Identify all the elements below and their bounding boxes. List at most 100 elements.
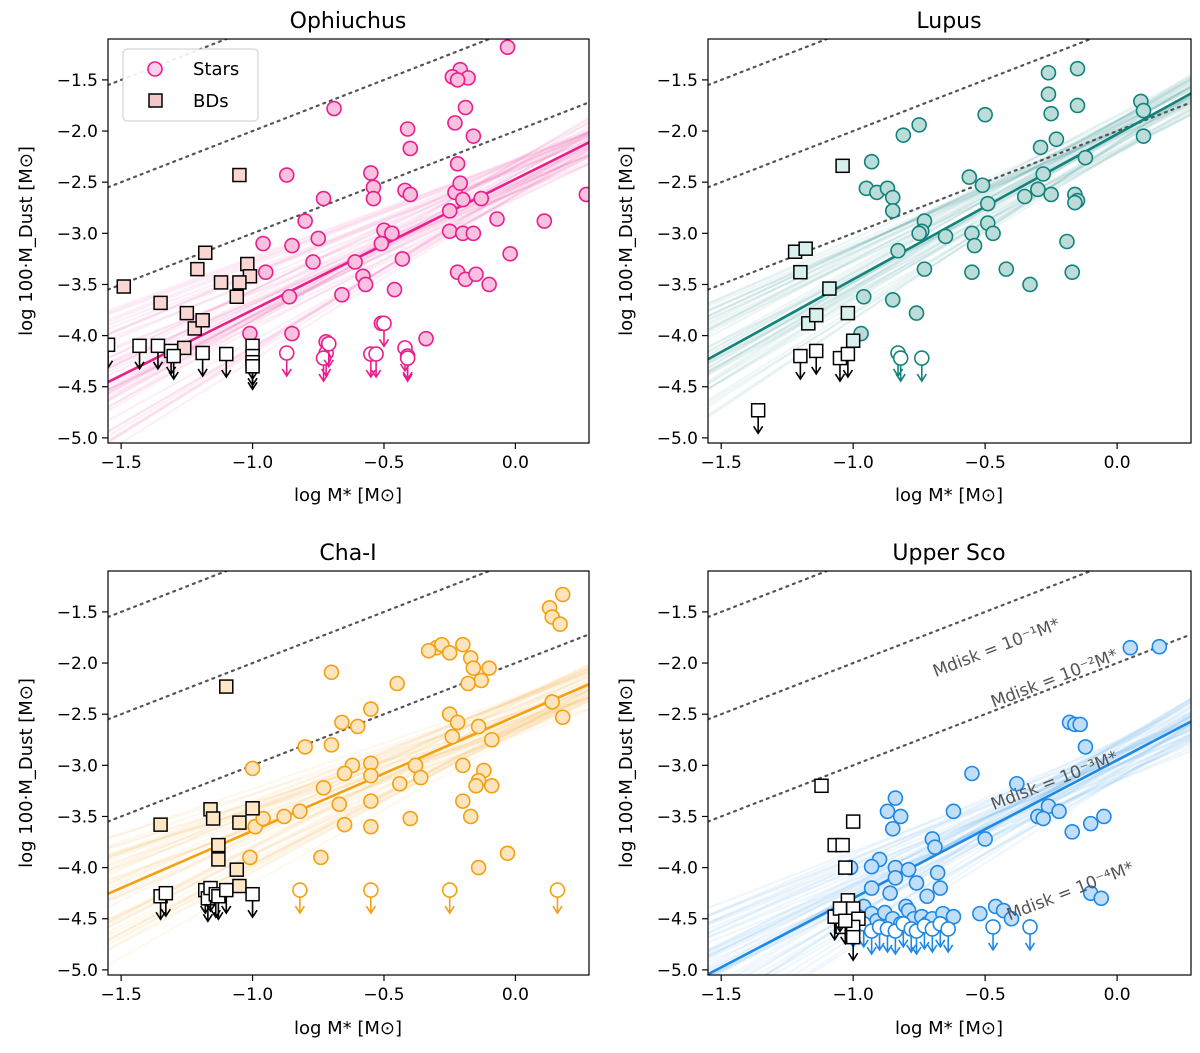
- fit-sample-line: [108, 132, 589, 314]
- fit-sample-line: [708, 113, 1191, 376]
- fit-sample-line: [708, 714, 1191, 958]
- fit-sample-line: [108, 689, 589, 942]
- star-point: [334, 286, 350, 303]
- star-point: [1048, 131, 1065, 148]
- fit-sample-line: [708, 723, 1191, 917]
- y-tick-label: −4.5: [657, 910, 698, 930]
- upper-limit-arrow: [402, 365, 413, 383]
- star-point: [916, 261, 933, 277]
- star-point: [1135, 102, 1152, 119]
- fit-sample-line: [708, 78, 1191, 353]
- fit-sample-line: [108, 140, 589, 326]
- star-point: [979, 195, 996, 212]
- y-axis-label: log 100·M_Dust [M⊙]: [616, 146, 637, 336]
- star-upper-limit: [441, 882, 458, 898]
- fit-sample-line: [708, 729, 1191, 961]
- bd-point: [211, 852, 226, 867]
- star-point: [1151, 638, 1168, 655]
- axes-frame: [107, 38, 590, 444]
- x-tick-label: −0.5: [363, 985, 404, 1005]
- star-point: [470, 859, 487, 876]
- upper-limit-arrow: [323, 350, 334, 369]
- star-point: [1043, 105, 1059, 122]
- fit-sample-line: [708, 698, 1191, 975]
- bd-point: [153, 295, 168, 311]
- y-tick-label: −3.5: [57, 807, 98, 827]
- fit-sample-line: [714, 726, 1191, 975]
- plot-area: [708, 39, 1191, 435]
- star-point: [323, 664, 340, 681]
- x-tick-label: −1.0: [232, 453, 273, 473]
- star-point: [349, 718, 366, 735]
- star-point: [449, 714, 466, 731]
- star-point: [1082, 815, 1099, 832]
- star-point: [974, 177, 991, 194]
- upper-limit-arrow: [221, 897, 232, 915]
- star-upper-limit: [985, 919, 1001, 935]
- fit-sample-line: [108, 131, 589, 312]
- y-tick-label: −4.0: [657, 327, 698, 347]
- star-point: [402, 810, 419, 827]
- reference-line-label: Mdisk = 10⁻²M*: [988, 645, 1121, 712]
- panel-cha-i: Cha-I −1.5 −1.0 −0.5 0.0 −5.0 −4.5 −4.0 −3.5 −3.…: [16, 541, 590, 1039]
- star-point: [1059, 233, 1075, 250]
- fit-sample-line: [708, 73, 1191, 383]
- star-upper-limit: [892, 350, 909, 366]
- bd-point: [840, 305, 856, 321]
- star-point: [998, 261, 1015, 277]
- star-upper-limit: [399, 350, 416, 366]
- star-point: [919, 888, 935, 905]
- star-point: [363, 793, 379, 809]
- star-point: [473, 190, 490, 207]
- plot-area: [108, 39, 589, 443]
- star-point: [310, 230, 327, 247]
- bd-point: [195, 313, 210, 328]
- star-point: [441, 203, 458, 219]
- y-tick-label: −2.0: [657, 654, 698, 674]
- y-tick-label: −3.0: [657, 756, 698, 776]
- star-point: [1096, 808, 1112, 825]
- star-point: [468, 777, 484, 794]
- y-tick-label: −4.0: [657, 859, 698, 879]
- fit-line: [708, 92, 1191, 361]
- star-point: [972, 905, 988, 922]
- star-point: [1040, 64, 1057, 81]
- bd-point: [232, 167, 247, 183]
- star-point: [929, 864, 946, 881]
- y-tick-label: −5.0: [657, 961, 698, 981]
- fit-sample-line: [108, 131, 589, 359]
- star-point: [961, 169, 978, 185]
- y-tick-label: −4.5: [657, 378, 698, 398]
- upper-limit-arrow: [842, 361, 854, 379]
- star-point: [281, 288, 298, 305]
- fit-sample-line: [108, 135, 589, 316]
- star-point: [908, 305, 925, 321]
- star-upper-limit: [278, 345, 295, 361]
- upper-limit-arrow: [858, 930, 869, 949]
- fit-sample-line: [108, 667, 589, 900]
- fit-sample-line: [708, 93, 1191, 417]
- upper-limit-arrow: [866, 938, 877, 956]
- star-point: [977, 831, 993, 847]
- star-point: [554, 586, 571, 603]
- bd-point: [822, 281, 837, 296]
- bd-point: [219, 679, 234, 694]
- y-tick-label: −3.5: [657, 275, 698, 295]
- star-point: [473, 672, 490, 689]
- fit-sample-line: [108, 674, 589, 921]
- star-point: [1064, 824, 1081, 840]
- upper-limit-arrow: [247, 373, 258, 391]
- star-point: [412, 769, 429, 786]
- fit-sample-line: [708, 101, 1191, 326]
- fit-sample-line: [108, 140, 589, 330]
- x-tick-label: −0.5: [964, 453, 1005, 473]
- fit-sample-line: [108, 671, 589, 840]
- panel-title: Ophiuchus: [290, 9, 407, 34]
- star-point: [481, 276, 497, 293]
- legend: Stars BDs: [122, 48, 259, 122]
- fit-sample-line: [783, 714, 1191, 975]
- panel-title: Cha-I: [319, 541, 376, 566]
- upper-limit-arrow: [795, 363, 806, 381]
- x-tick-label: −1.0: [232, 985, 273, 1005]
